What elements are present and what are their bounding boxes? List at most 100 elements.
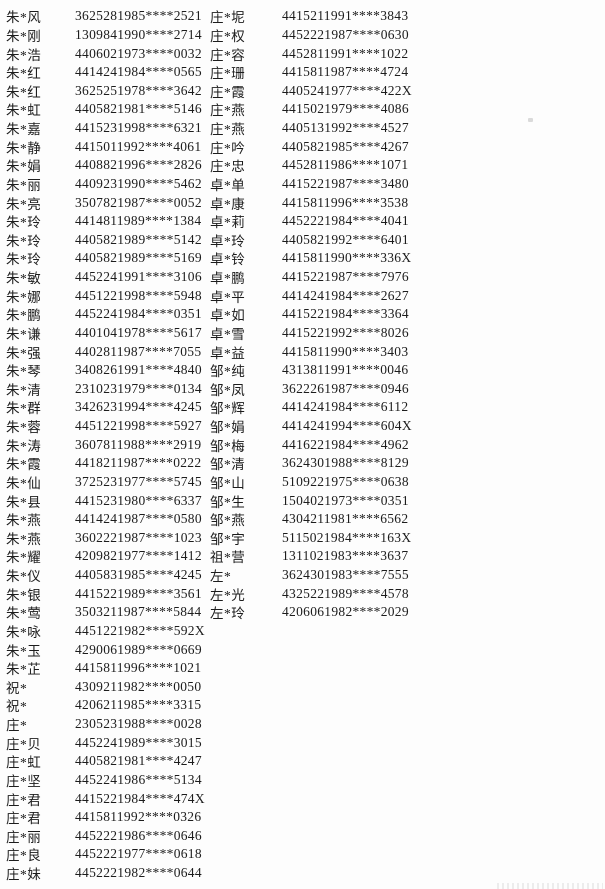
masked-name: 朱*红 <box>6 66 42 82</box>
masked-name: 左* <box>210 569 232 585</box>
record-row: 朱*燕 3602221987****1023 <box>6 529 205 548</box>
record-row: 邹*宇 5115021984****163X <box>210 529 412 548</box>
record-row: 朱*莺 3503211987****5844 <box>6 603 205 622</box>
record-row: 朱*县 4415231980****6337 <box>6 491 205 510</box>
record-row: 朱*亮 3507821987****0052 <box>6 193 205 212</box>
masked-name: 朱*县 <box>6 494 42 510</box>
record-row: 卓*平 4414241984****2627 <box>210 286 412 305</box>
masked-name: 朱*红 <box>6 84 42 100</box>
record-row: 祖*营 1311021983****3637 <box>210 547 412 566</box>
id-list-column-right: 庄*坭 4415211991****3843 庄*权 4452221987***… <box>210 7 412 622</box>
masked-name: 卓*单 <box>210 177 246 193</box>
record-row: 庄* 2305231988****0028 <box>6 715 205 734</box>
masked-name: 朱*风 <box>6 10 42 26</box>
record-row: 朱*琴 3408261991****4840 <box>6 361 205 380</box>
masked-id-number: 4415221989****3561 <box>75 585 202 601</box>
masked-id-number: 4452811991****1022 <box>282 45 409 61</box>
masked-id-number: 3624301988****8129 <box>282 455 409 471</box>
masked-id-number: 3426231994****4245 <box>75 399 202 415</box>
masked-id-number: 4415811990****336X <box>282 250 412 266</box>
masked-id-number: 4414811989****1384 <box>75 213 202 229</box>
record-row: 庄*坚 4452241986****5134 <box>6 771 205 790</box>
masked-name: 朱*虹 <box>6 103 42 119</box>
masked-id-number: 1504021973****0351 <box>282 492 409 508</box>
masked-id-number: 4206061982****2029 <box>282 604 409 620</box>
masked-id-number: 4452221986****0646 <box>75 827 202 843</box>
masked-name: 朱*燕 <box>6 513 42 529</box>
masked-id-number: 4415221987****3480 <box>282 175 409 191</box>
masked-id-number: 4415811987****4724 <box>282 64 409 80</box>
masked-name: 邹*山 <box>210 475 246 491</box>
masked-name: 朱*玲 <box>6 252 42 268</box>
record-row: 庄*君 4415811992****0326 <box>6 808 205 827</box>
record-row: 邹*娟 4414241994****604X <box>210 417 412 436</box>
masked-id-number: 1309841990****2714 <box>75 26 202 42</box>
masked-name: 朱*蓉 <box>6 420 42 436</box>
masked-id-number: 4415221992****8026 <box>282 324 409 340</box>
record-row: 朱*刚 1309841990****2714 <box>6 26 205 45</box>
record-row: 卓*莉 4452221984****4041 <box>210 212 412 231</box>
masked-name: 朱*咏 <box>6 624 42 640</box>
artifact-dot <box>528 118 533 122</box>
masked-id-number: 4405821992****6401 <box>282 231 409 247</box>
masked-id-number: 4405131992****4527 <box>282 120 409 136</box>
masked-id-number: 4409231990****5462 <box>75 175 202 191</box>
masked-name: 朱*琴 <box>6 364 42 380</box>
masked-name: 庄*虹 <box>6 755 42 771</box>
masked-name: 朱*丽 <box>6 177 42 193</box>
masked-name: 祝* <box>6 699 28 715</box>
record-row: 朱*霞 4418211987****0222 <box>6 454 205 473</box>
masked-id-number: 4402811987****7055 <box>75 343 202 359</box>
record-row: 庄*吟 4405821985****4267 <box>210 137 412 156</box>
masked-id-number: 4414241984****0565 <box>75 64 202 80</box>
masked-name: 朱*谦 <box>6 326 42 342</box>
masked-id-number: 3725231977****5745 <box>75 473 202 489</box>
record-row: 朱*燕 4414241987****0580 <box>6 510 205 529</box>
masked-id-number: 3507821987****0052 <box>75 194 202 210</box>
masked-name: 朱*莺 <box>6 606 42 622</box>
masked-id-number: 2310231979****0134 <box>75 380 202 396</box>
masked-name: 祖*营 <box>210 550 246 566</box>
masked-id-number: 4405821989****5169 <box>75 250 202 266</box>
record-row: 朱*涛 3607811988****2919 <box>6 435 205 454</box>
masked-name: 朱*涛 <box>6 438 42 454</box>
masked-name: 卓*康 <box>210 196 246 212</box>
record-row: 祝* 4206211985****3315 <box>6 696 205 715</box>
record-row: 朱*红 3625251978****3642 <box>6 82 205 101</box>
record-row: 左*光 4325221989****4578 <box>210 584 412 603</box>
masked-id-number: 4405821989****5142 <box>75 231 202 247</box>
masked-id-number: 4325221989****4578 <box>282 585 409 601</box>
masked-name: 左*玲 <box>210 606 246 622</box>
cutoff-watermark-fragment <box>497 883 603 889</box>
masked-id-number: 4415221984****474X <box>75 790 205 806</box>
record-row: 庄*燕 4415021979****4086 <box>210 100 412 119</box>
masked-name: 朱*静 <box>6 140 42 156</box>
masked-name: 邹*梅 <box>210 438 246 454</box>
masked-id-number: 4408821996****2826 <box>75 157 202 173</box>
record-row: 庄*权 4452221987****0630 <box>210 26 412 45</box>
record-row: 左* 3624301983****7555 <box>210 566 412 585</box>
masked-id-number: 4313811991****0046 <box>282 362 409 378</box>
masked-name: 庄*燕 <box>210 103 246 119</box>
record-row: 朱*谦 4401041978****5617 <box>6 324 205 343</box>
masked-id-number: 4418211987****0222 <box>75 455 202 471</box>
masked-name: 朱*娜 <box>6 289 42 305</box>
masked-name: 朱*仙 <box>6 475 42 491</box>
masked-id-number: 4405821981****5146 <box>75 101 202 117</box>
masked-id-number: 4414241994****604X <box>282 418 412 434</box>
masked-name: 左*光 <box>210 587 246 603</box>
record-row: 卓*益 4415811990****3403 <box>210 342 412 361</box>
record-row: 邹*燕 4304211981****6562 <box>210 510 412 529</box>
record-row: 朱*嘉 4415231998****6321 <box>6 119 205 138</box>
masked-id-number: 4415811996****1021 <box>75 660 202 676</box>
record-row: 朱*玉 4290061989****0669 <box>6 640 205 659</box>
masked-id-number: 4415211991****3843 <box>282 8 409 24</box>
masked-name: 朱*耀 <box>6 550 42 566</box>
record-row: 卓*雪 4415221992****8026 <box>210 324 412 343</box>
masked-name: 朱*玲 <box>6 233 42 249</box>
record-row: 邹*山 5109221975****0638 <box>210 473 412 492</box>
masked-name: 卓*如 <box>210 308 246 324</box>
id-list-column-left: 朱*风 3625281985****2521 朱*刚 1309841990***… <box>6 7 205 882</box>
record-row: 庄*丽 4452221986****0646 <box>6 827 205 846</box>
masked-name: 邹*凤 <box>210 382 246 398</box>
